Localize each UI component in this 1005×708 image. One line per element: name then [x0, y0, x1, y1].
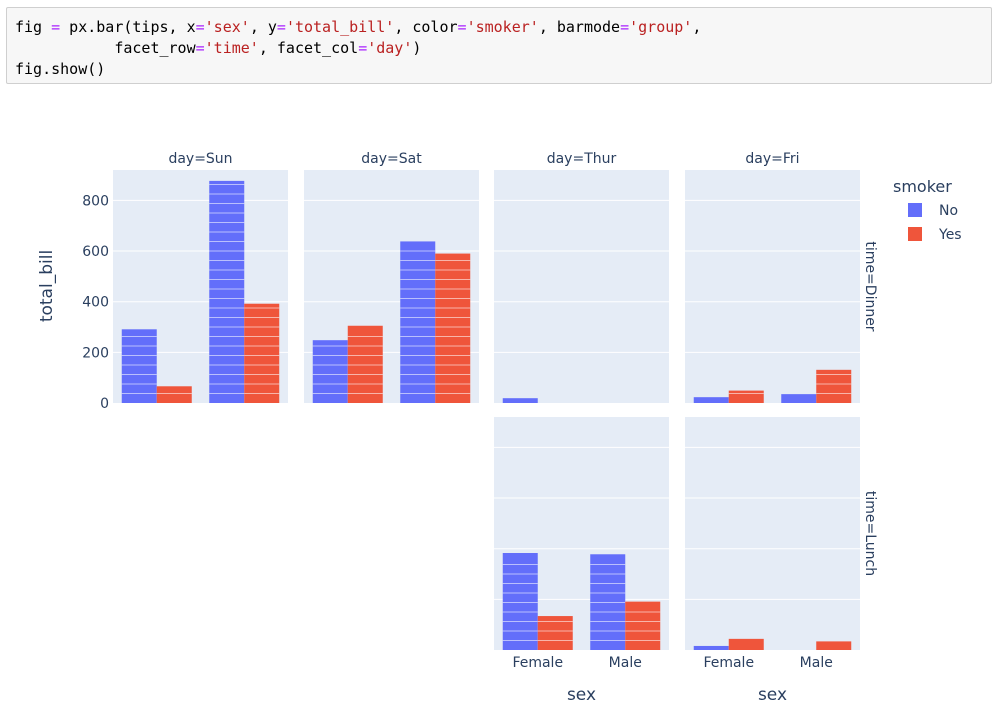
- code-token: =: [620, 18, 630, 36]
- bar-yes: [435, 253, 471, 403]
- facet-col-label: day=Sat: [361, 151, 422, 167]
- bar-no: [590, 554, 626, 650]
- code-token: 'smoker': [466, 18, 539, 36]
- code-token: ,: [692, 18, 702, 36]
- code-line-1: fig = px.bar(tips, x='sex', y='total_bil…: [15, 18, 701, 36]
- code-token: fig.show(): [15, 60, 106, 78]
- facet-panel-bg: [494, 170, 669, 403]
- x-tick-label: Male: [609, 655, 642, 671]
- code-token: =: [457, 18, 467, 36]
- code-token: facet_row: [15, 39, 196, 57]
- y-tick-label: 0: [100, 396, 109, 412]
- bar-yes: [728, 390, 764, 403]
- code-token: , facet_col: [258, 39, 359, 57]
- code-cell[interactable]: fig = px.bar(tips, x='sex', y='total_bil…: [6, 7, 992, 84]
- y-tick-label: 400: [82, 295, 109, 311]
- bar-no: [400, 241, 436, 403]
- bar-yes: [816, 641, 852, 650]
- x-axis-title: sex: [758, 685, 787, 705]
- code-token: =: [195, 39, 205, 57]
- bar-yes: [156, 386, 192, 403]
- facet-panel-bg: [685, 170, 860, 403]
- code-token: =: [51, 18, 61, 36]
- y-axis-title: total_bill: [37, 250, 57, 322]
- facet-panel-bg: [685, 417, 860, 650]
- code-token: px.bar(tips, x: [60, 18, 196, 36]
- legend-swatch-yes: [908, 227, 922, 241]
- facet-col-label: day=Fri: [745, 151, 799, 167]
- bar-no: [781, 394, 817, 403]
- y-tick-label: 600: [82, 244, 109, 260]
- bar-no: [502, 553, 538, 650]
- x-tick-label: Male: [800, 655, 833, 671]
- code-token: , y: [249, 18, 277, 36]
- code-line-2: facet_row='time', facet_col='day'): [15, 39, 421, 57]
- code-token: 'total_bill': [285, 18, 395, 36]
- y-tick-label: 200: [82, 345, 109, 361]
- code-token: =: [195, 18, 205, 36]
- bar-no: [502, 398, 538, 403]
- legend-label-yes: Yes: [938, 227, 962, 243]
- facet-col-label: day=Thur: [547, 151, 617, 167]
- bar-no: [312, 340, 348, 403]
- facet-col-label: day=Sun: [168, 151, 232, 167]
- x-tick-label: Female: [703, 655, 754, 671]
- facet-row-label: time=Dinner: [862, 241, 878, 331]
- code-token: =: [276, 18, 286, 36]
- code-token: , color: [394, 18, 458, 36]
- code-token: 'group': [629, 18, 693, 36]
- code-token: 'day': [367, 39, 413, 57]
- facet-row-label: time=Lunch: [862, 491, 878, 576]
- bar-yes: [625, 601, 661, 650]
- code-token: 'sex': [204, 18, 250, 36]
- bar-no: [121, 329, 157, 403]
- y-tick-label: 800: [82, 193, 109, 209]
- bar-yes: [816, 369, 852, 403]
- code-line-3: fig.show(): [15, 60, 105, 78]
- bar-yes: [728, 638, 764, 650]
- legend-swatch-no: [908, 203, 922, 217]
- bar-yes: [244, 303, 280, 403]
- x-tick-label: Female: [512, 655, 563, 671]
- code-token: ): [412, 39, 422, 57]
- code-token: =: [358, 39, 368, 57]
- legend-label-no: No: [939, 203, 958, 219]
- code-token: 'time': [204, 39, 259, 57]
- code-token: , barmode: [538, 18, 621, 36]
- bar-no: [693, 397, 729, 403]
- code-token: fig: [15, 18, 52, 36]
- legend-title: smoker: [893, 177, 952, 196]
- bar-no: [693, 645, 729, 650]
- x-axis-title: sex: [567, 685, 596, 705]
- bar-no: [209, 180, 245, 403]
- bar-yes: [347, 325, 383, 403]
